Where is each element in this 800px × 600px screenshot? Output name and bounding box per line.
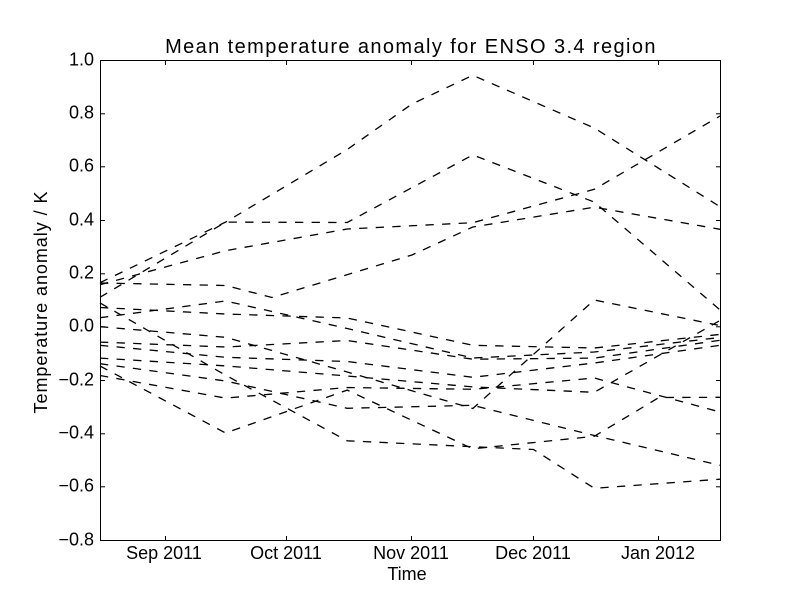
svg-text:Oct 2011: Oct 2011 — [250, 543, 322, 563]
svg-text:−0.6: −0.6 — [58, 476, 94, 496]
svg-text:0.2: 0.2 — [69, 263, 94, 283]
svg-text:−0.8: −0.8 — [58, 529, 94, 549]
svg-text:1.0: 1.0 — [69, 49, 94, 69]
svg-text:Nov 2011: Nov 2011 — [373, 543, 449, 563]
svg-text:0.4: 0.4 — [69, 209, 94, 229]
svg-text:Dec 2011: Dec 2011 — [495, 543, 571, 563]
svg-text:−0.2: −0.2 — [58, 369, 94, 389]
svg-text:Temperature anomaly / K: Temperature anomaly / K — [31, 191, 51, 414]
svg-text:0.6: 0.6 — [69, 156, 94, 176]
svg-text:−0.4: −0.4 — [58, 423, 94, 443]
svg-text:Jan 2012: Jan 2012 — [621, 543, 695, 563]
svg-text:0.0: 0.0 — [69, 316, 94, 336]
svg-text:0.8: 0.8 — [69, 103, 94, 123]
svg-text:Sep 2011: Sep 2011 — [126, 543, 202, 563]
svg-text:Mean temperature anomaly for E: Mean temperature anomaly for ENSO 3.4 re… — [165, 36, 657, 58]
svg-text:Time: Time — [387, 564, 426, 584]
